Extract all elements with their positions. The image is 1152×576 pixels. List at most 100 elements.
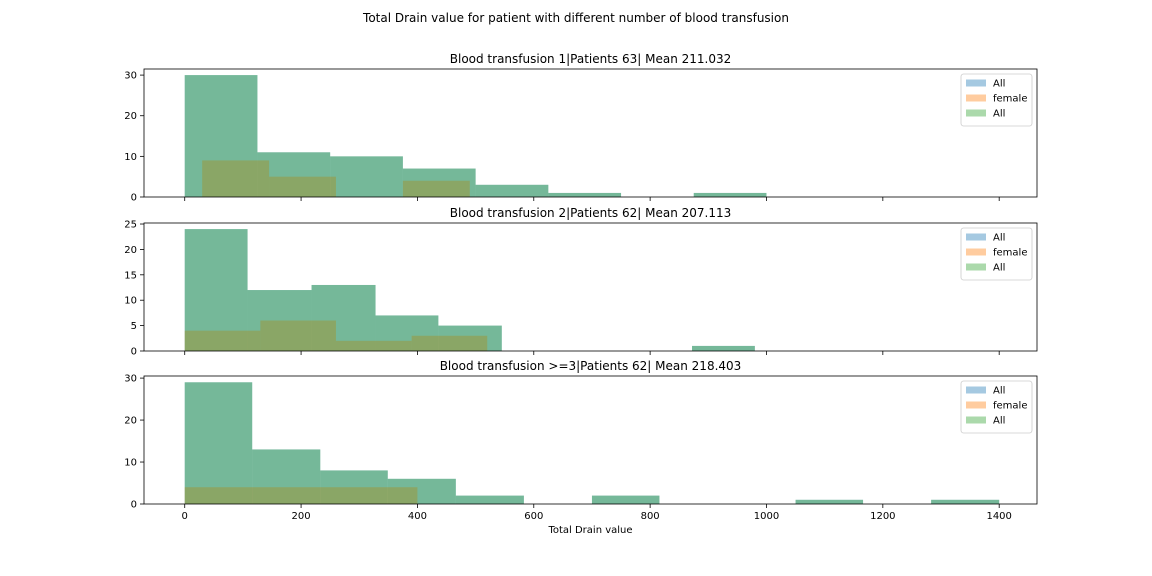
histogram-bar [269, 176, 336, 197]
histogram-bar [330, 156, 403, 197]
histogram-bar [402, 168, 476, 197]
histogram-bar [402, 168, 476, 197]
legend-swatch [966, 263, 986, 271]
histogram-bar [475, 184, 549, 197]
subplot-2: Blood transfusion 2|Patients 62| Mean 20… [124, 206, 1038, 358]
x-tick-label: 200 [292, 511, 311, 522]
axes-frame [143, 222, 1038, 352]
histogram-bar [252, 449, 321, 504]
legend-label: All [993, 233, 1005, 244]
legend-label: All [993, 79, 1005, 90]
series-all-0 [184, 229, 755, 351]
histogram-bar [311, 284, 376, 351]
x-tick-label: 1000 [754, 511, 779, 522]
histogram-bar [184, 382, 253, 504]
series-female-1 [184, 320, 488, 351]
legend-label: All [993, 109, 1005, 120]
legend-box [960, 73, 1033, 127]
series-female-1 [184, 487, 418, 504]
series-all-2 [184, 75, 767, 197]
legend-swatch [966, 386, 986, 394]
histogram-bar [184, 382, 253, 504]
histogram-bar [548, 192, 622, 197]
histogram-bar [455, 495, 524, 504]
histogram-bar [548, 192, 622, 197]
legend-label: All [993, 416, 1005, 427]
legend: All female All [960, 73, 1033, 127]
legend-swatch [966, 79, 986, 87]
histogram-bar [184, 229, 248, 351]
series-female-1 [202, 160, 470, 197]
y-tick-label: 20 [124, 111, 137, 122]
histogram-bar [693, 192, 767, 197]
histogram-bar [311, 284, 376, 351]
histogram-bar [184, 75, 258, 197]
legend-swatch [966, 233, 986, 241]
legend-box [960, 380, 1033, 434]
legend-label: female [993, 94, 1027, 105]
histogram-bar [693, 192, 767, 197]
subplot-title: Blood transfusion 2|Patients 62| Mean 20… [450, 206, 732, 220]
histogram-bar [184, 75, 258, 197]
y-tick-label: 20 [124, 416, 137, 427]
legend-swatch [966, 94, 986, 102]
subplot-3: Blood transfusion >=3|Patients 62| Mean … [124, 359, 1038, 536]
histogram-bar [455, 495, 524, 504]
histogram-bar [387, 478, 456, 504]
x-tick-label: 400 [408, 511, 427, 522]
x-tick-label: 800 [641, 511, 660, 522]
y-tick-label: 0 [131, 193, 137, 204]
x-tick-label: 1200 [870, 511, 895, 522]
legend: All female All [960, 227, 1033, 281]
histogram-bar [320, 470, 388, 504]
histogram-bar [320, 470, 388, 504]
histogram-bar [257, 152, 331, 197]
subplot-title: Blood transfusion >=3|Patients 62| Mean … [440, 359, 742, 373]
subplots: Blood transfusion 1|Patients 63| Mean 21… [124, 52, 1038, 536]
histogram-bar [184, 229, 248, 351]
y-tick-label: 10 [124, 152, 137, 163]
histogram-bar [591, 495, 660, 504]
histogram-bar [402, 180, 470, 197]
histogram-bar [257, 152, 331, 197]
figure-title: Total Drain value for patient with diffe… [362, 11, 789, 25]
y-tick-label: 10 [124, 458, 137, 469]
histogram-bar [335, 340, 412, 351]
histogram-bar [247, 290, 312, 351]
histogram-bar [260, 320, 336, 351]
y-tick-label: 0 [131, 347, 137, 358]
y-tick-label: 0 [131, 500, 137, 511]
y-tick-label: 10 [124, 296, 137, 307]
histogram-bar [591, 495, 660, 504]
histogram-bar [438, 325, 502, 351]
y-tick-label: 5 [131, 321, 137, 332]
histogram-bar [931, 499, 1000, 504]
legend-label: female [993, 248, 1027, 259]
legend-swatch [966, 416, 986, 424]
y-tick-label: 15 [124, 270, 137, 281]
histogram-bar [184, 330, 261, 351]
histogram-bar [692, 345, 755, 351]
histogram-bar [375, 315, 439, 351]
legend-label: All [993, 263, 1005, 274]
subplot-1: Blood transfusion 1|Patients 63| Mean 21… [124, 52, 1038, 204]
legend-label: All [993, 386, 1005, 397]
x-tick-label: 1400 [986, 511, 1011, 522]
series-all-0 [184, 382, 1000, 504]
axes-frame [143, 375, 1038, 505]
legend-box [960, 227, 1033, 281]
y-tick-label: 30 [124, 374, 137, 385]
histogram-bar [247, 290, 312, 351]
series-all-2 [184, 382, 1000, 504]
legend-swatch [966, 248, 986, 256]
histogram-bar [375, 315, 439, 351]
y-tick-label: 30 [124, 71, 137, 82]
series-all-0 [184, 75, 767, 197]
x-tick-label: 0 [182, 511, 188, 522]
x-tick-label: 600 [524, 511, 543, 522]
histogram-bar [795, 499, 864, 504]
histogram-bar [202, 160, 270, 197]
y-tick-label: 25 [124, 220, 137, 231]
histogram-bar [184, 487, 418, 504]
